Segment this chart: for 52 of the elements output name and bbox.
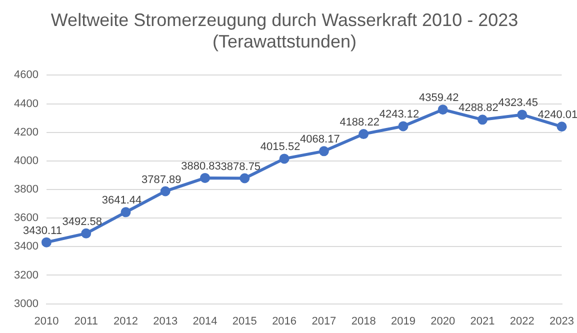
x-tick-label: 2020	[430, 315, 456, 328]
data-label: 3492.58	[62, 216, 102, 228]
point	[240, 173, 250, 184]
point	[41, 237, 52, 248]
data-label: 4243.12	[379, 108, 420, 121]
y-tick-label: 3000	[14, 298, 38, 310]
data-label: 4288.82	[458, 102, 498, 114]
point	[556, 122, 567, 132]
x-tick-label: 2012	[114, 315, 138, 328]
x-tick-label: 2016	[272, 315, 297, 328]
point	[358, 129, 369, 140]
x-tick-label: 2011	[74, 315, 98, 328]
x-tick-label: 2010	[34, 315, 59, 328]
point	[517, 110, 528, 120]
chart-title: Weltweite Stromerzeugung durch Wasserkraft 2010 - 2023 (Terawattstunden)	[50, 10, 518, 52]
data-label: 3878.75	[220, 160, 261, 173]
y-tick-label: 3200	[14, 269, 38, 282]
y-tick-label: 4400	[14, 98, 38, 110]
point	[438, 104, 448, 115]
data-label: 4015.52	[260, 141, 300, 154]
point	[120, 207, 131, 218]
data-label: 4188.22	[340, 116, 380, 129]
x-tick-label: 2014	[192, 315, 218, 328]
x-tick-label: 2018	[351, 315, 376, 328]
point	[279, 154, 290, 164]
data-label: 3641.44	[102, 194, 142, 207]
point	[477, 114, 488, 125]
x-tick-label: 2017	[312, 315, 336, 328]
data-label: 4240.01	[538, 109, 577, 122]
data-label: 4068.17	[300, 134, 340, 146]
y-tick-label: 3600	[14, 212, 38, 224]
point	[398, 121, 408, 132]
y-tick-label: 4600	[14, 69, 38, 82]
y-tick-label: 4000	[14, 154, 38, 167]
data-label: 3787.89	[142, 174, 182, 186]
y-tick-label: 3800	[14, 184, 38, 196]
x-tick-label: 2015	[232, 315, 257, 328]
data-label: 3430.11	[22, 224, 62, 237]
y-tick-label: 4200	[14, 126, 38, 138]
point	[81, 228, 92, 238]
data-label: 3880.83	[181, 160, 221, 172]
x-tick-label: 2019	[390, 315, 416, 328]
data-label: 4323.45	[498, 97, 538, 110]
x-tick-label: 2021	[470, 315, 495, 328]
x-tick-label: 2013	[153, 315, 178, 328]
data-label: 4359.42	[418, 92, 459, 104]
y-tick-label: 3400	[14, 240, 38, 253]
point	[160, 186, 170, 196]
x-tick-label: 2022	[510, 315, 534, 328]
point	[200, 172, 210, 183]
point	[318, 146, 329, 156]
x-tick-label: 2023	[550, 315, 574, 328]
